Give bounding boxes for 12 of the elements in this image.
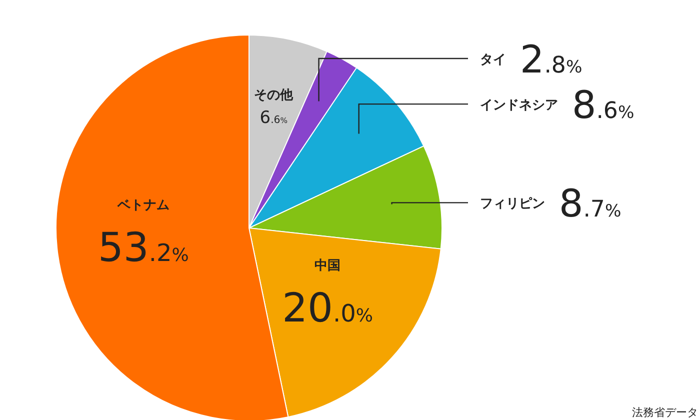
data-label: 20.0% — [282, 285, 374, 332]
text: 法務省データ — [632, 406, 698, 419]
data-label: 8.6% — [572, 83, 634, 128]
data-label: 2.8% — [520, 37, 582, 82]
slice-label: フィリピン — [480, 196, 545, 212]
slice-label: ベトナム — [116, 198, 170, 213]
slice-label: 中国 — [314, 258, 341, 274]
slice-label: インドネシア — [480, 98, 558, 114]
slice-label: タイ — [480, 52, 506, 68]
data-label: 53.2% — [98, 224, 189, 271]
slice-label: その他 — [254, 88, 294, 103]
data-label: 8.7% — [559, 182, 622, 226]
